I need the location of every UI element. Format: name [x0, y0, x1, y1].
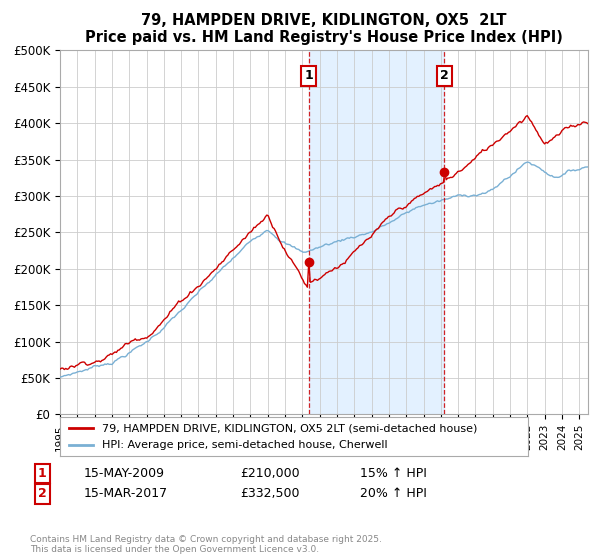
Title: 79, HAMPDEN DRIVE, KIDLINGTON, OX5  2LT
Price paid vs. HM Land Registry's House : 79, HAMPDEN DRIVE, KIDLINGTON, OX5 2LT P…: [85, 13, 563, 45]
Text: 20% ↑ HPI: 20% ↑ HPI: [360, 487, 427, 501]
Text: 15-MAY-2009: 15-MAY-2009: [84, 466, 165, 480]
Text: £210,000: £210,000: [240, 466, 299, 480]
Text: 15-MAR-2017: 15-MAR-2017: [84, 487, 168, 501]
Text: 1: 1: [304, 69, 313, 82]
Text: HPI: Average price, semi-detached house, Cherwell: HPI: Average price, semi-detached house,…: [102, 440, 388, 450]
Bar: [309, 50, 445, 414]
Text: 79, HAMPDEN DRIVE, KIDLINGTON, OX5 2LT (semi-detached house): 79, HAMPDEN DRIVE, KIDLINGTON, OX5 2LT (…: [102, 423, 478, 433]
Text: £332,500: £332,500: [240, 487, 299, 501]
Text: 15% ↑ HPI: 15% ↑ HPI: [360, 466, 427, 480]
Text: 2: 2: [38, 487, 46, 501]
Text: 1: 1: [38, 466, 46, 480]
Text: 2: 2: [440, 69, 449, 82]
Text: Contains HM Land Registry data © Crown copyright and database right 2025.
This d: Contains HM Land Registry data © Crown c…: [30, 535, 382, 554]
